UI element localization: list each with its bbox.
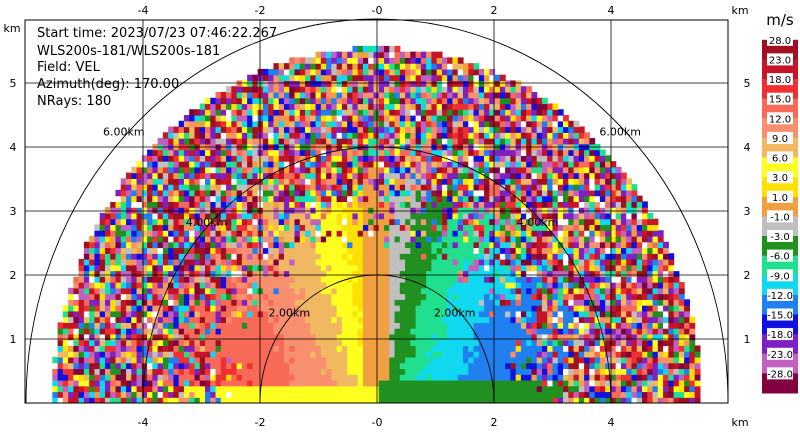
range-ring-label: 2.00km bbox=[269, 307, 311, 320]
instrument-text: WLS200s-181/WLS200s-181 bbox=[37, 44, 220, 59]
x-tick-label-top: 4 bbox=[608, 4, 615, 17]
y-tick-label-left: 2 bbox=[10, 269, 17, 282]
colorbar-label: -1.0 bbox=[770, 212, 790, 223]
range-ring-label: 4.00km bbox=[186, 216, 228, 229]
colorbar-label: 23.0 bbox=[769, 55, 791, 66]
x-tick-label-top: -2 bbox=[255, 4, 266, 17]
x-tick-label-bottom: 4 bbox=[608, 416, 615, 429]
x-tick-label-top: -0 bbox=[372, 4, 383, 17]
colorbar-label: 9.0 bbox=[772, 134, 788, 145]
colorbar-label: 28.0 bbox=[769, 36, 791, 47]
y-tick-label-left: 5 bbox=[10, 77, 17, 90]
azimuth-text: Azimuth(deg): 170.00 bbox=[37, 77, 179, 92]
colorbar-label: -15.0 bbox=[767, 311, 793, 322]
colorbar-label: 6.0 bbox=[772, 154, 788, 165]
y-tick-label-left: 1 bbox=[10, 333, 17, 346]
y-tick-label-left: 3 bbox=[10, 205, 17, 218]
range-ring-label: 6.00km bbox=[599, 126, 641, 139]
velocity-cells bbox=[52, 46, 700, 404]
x-tick-label-bottom: -4 bbox=[138, 416, 149, 429]
range-ring-label: 2.00km bbox=[434, 307, 476, 320]
km-unit-label: km bbox=[731, 416, 748, 429]
y-tick-label-right: 5 bbox=[744, 77, 751, 90]
x-tick-label-bottom: -2 bbox=[255, 416, 266, 429]
colorbar-title: m/s bbox=[766, 11, 794, 29]
x-tick-label-top: 2 bbox=[491, 4, 498, 17]
x-tick-label-bottom: 2 bbox=[491, 416, 498, 429]
field-text: Field: VEL bbox=[37, 60, 100, 75]
colorbar-label: 1.0 bbox=[772, 193, 788, 204]
x-tick-label-bottom: -0 bbox=[372, 416, 383, 429]
y-tick-label-right: 1 bbox=[744, 333, 751, 346]
colorbar-label: -12.0 bbox=[767, 291, 793, 302]
y-tick-label-right: 2 bbox=[744, 269, 751, 282]
range-ring-label: 6.00km bbox=[103, 126, 145, 139]
colorbar-label: -6.0 bbox=[770, 252, 790, 263]
y-tick-label-left: 4 bbox=[10, 141, 17, 154]
colorbar-label: 15.0 bbox=[769, 95, 791, 106]
colorbar-label: -9.0 bbox=[770, 271, 790, 282]
y-tick-label-right: 4 bbox=[744, 141, 751, 154]
x-tick-label-top: -4 bbox=[138, 4, 149, 17]
y-tick-label-right: 3 bbox=[744, 205, 751, 218]
colorbar-label: 3.0 bbox=[772, 173, 788, 184]
colorbar-label: -28.0 bbox=[767, 369, 793, 380]
colorbar-label: 12.0 bbox=[769, 114, 791, 125]
colorbar-label: -3.0 bbox=[770, 232, 790, 243]
range-ring-label: 4.00km bbox=[517, 216, 559, 229]
km-unit-label: km bbox=[731, 4, 748, 17]
nrays-text: NRays: 180 bbox=[37, 94, 111, 109]
colorbar-label: -23.0 bbox=[767, 350, 793, 361]
colorbar-label: -18.0 bbox=[767, 330, 793, 341]
km-unit-label: km bbox=[3, 22, 20, 35]
colorbar-label: 18.0 bbox=[769, 75, 791, 86]
start-time-text: Start time: 2023/07/23 07:46:22.267 bbox=[37, 26, 277, 41]
colorbar: m/s 28.0 23.0 18.0 15.0 12.0 9.0 6.0 3.0 1.0 -1.0 -… bbox=[762, 11, 798, 394]
